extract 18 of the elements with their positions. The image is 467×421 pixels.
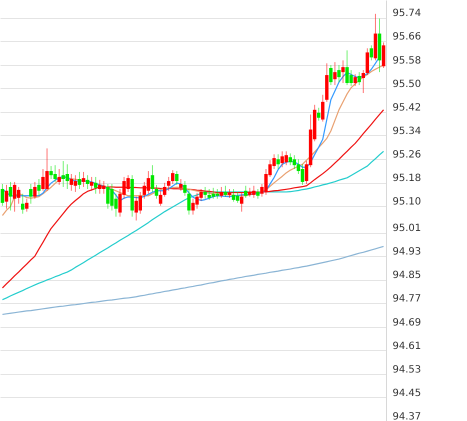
- y-tick-label: 95.58: [392, 55, 422, 66]
- y-tick-label: 95.74: [392, 8, 422, 20]
- y-tick-label: 95.18: [392, 173, 422, 184]
- y-tick-label: 94.85: [392, 270, 422, 282]
- y-tick-label: 95.66: [392, 32, 422, 43]
- y-tick-label: 94.69: [392, 317, 422, 328]
- y-tick-label: 94.37: [392, 412, 422, 421]
- y-tick-label: 94.53: [392, 364, 422, 376]
- y-tick-label: 95.01: [392, 223, 422, 234]
- y-tick-label: 95.34: [392, 126, 422, 137]
- y-tick-label: 94.77: [392, 294, 422, 305]
- y-tick-label: 94.61: [392, 340, 422, 352]
- y-tick-label: 95.50: [392, 78, 422, 90]
- y-tick-label: 95.10: [392, 196, 422, 208]
- y-tick-label: 95.42: [392, 102, 422, 114]
- y-tick-label: 95.26: [392, 149, 422, 160]
- y-tick-label: 94.93: [392, 246, 422, 258]
- y-tick-label: 94.45: [392, 388, 422, 399]
